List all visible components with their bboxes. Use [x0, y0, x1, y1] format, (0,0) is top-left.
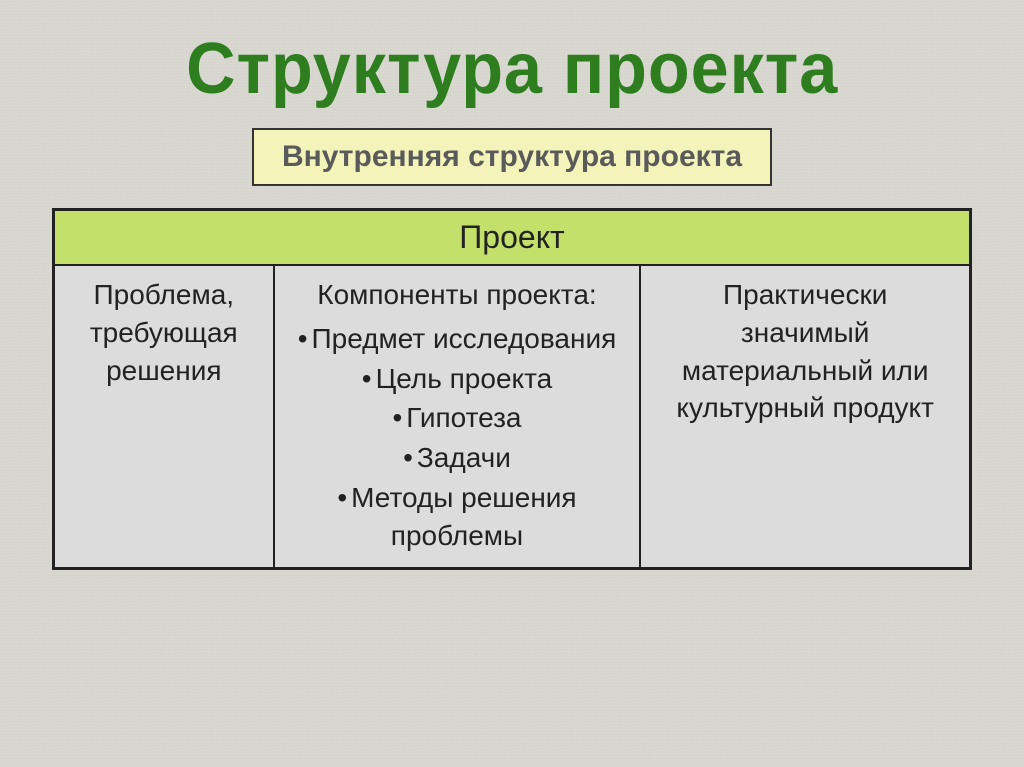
structure-table: Проект Проблема, требующая решения Компо…: [52, 208, 972, 570]
list-item: Гипотеза: [289, 399, 626, 437]
components-heading: Компоненты проекта:: [317, 279, 596, 310]
cell-problem: Проблема, требующая решения: [54, 265, 274, 568]
slide-content: Структура проекта Внутренняя структура п…: [0, 0, 1024, 610]
list-item: Цель проекта: [289, 360, 626, 398]
cell-product-text: Практически значимый материальный или ку…: [676, 279, 934, 423]
subtitle-box: Внутренняя структура проекта: [252, 128, 772, 186]
cell-problem-text: Проблема, требующая решения: [90, 279, 238, 386]
table-body-row: Проблема, требующая решения Компоненты п…: [54, 265, 971, 568]
list-item: Задачи: [289, 439, 626, 477]
components-list: Предмет исследования Цель проекта Гипоте…: [289, 320, 626, 555]
table-header-row: Проект: [54, 210, 971, 266]
list-item: Методы решения проблемы: [289, 479, 626, 555]
list-item: Предмет исследования: [289, 320, 626, 358]
cell-components: Компоненты проекта: Предмет исследования…: [274, 265, 641, 568]
page-title: Структура проекта: [186, 28, 838, 110]
table-header-cell: Проект: [54, 210, 971, 266]
cell-product: Практически значимый материальный или ку…: [640, 265, 970, 568]
